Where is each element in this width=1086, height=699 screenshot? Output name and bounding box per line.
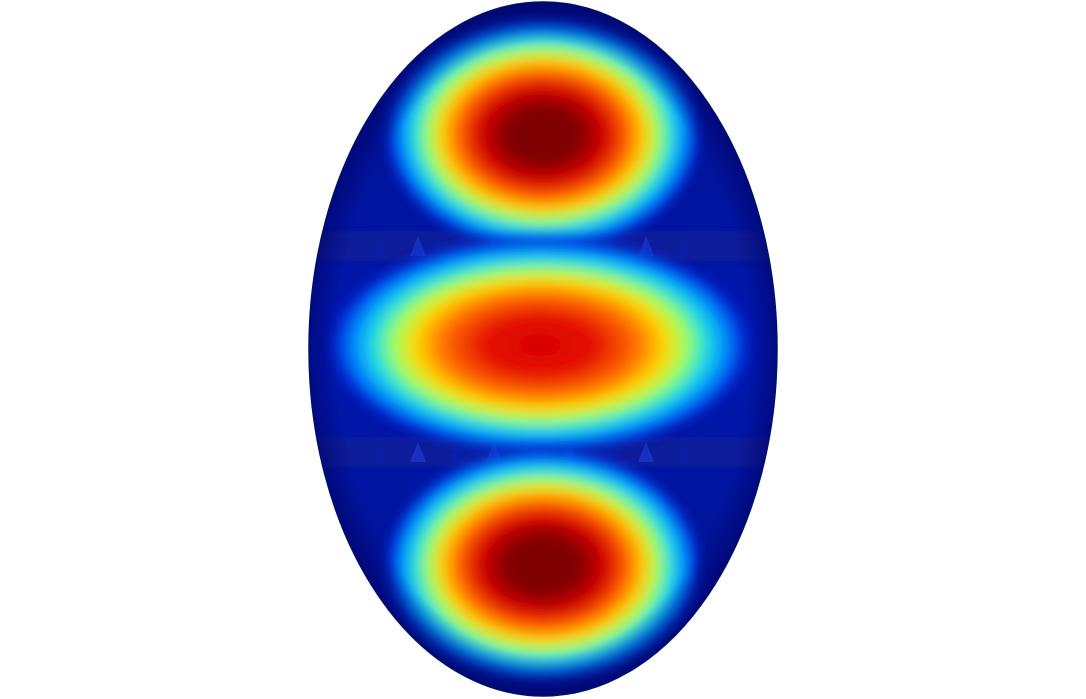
rim-shading (309, 2, 777, 696)
ellipse-outline (308, 1, 778, 697)
field-surface (309, 2, 777, 696)
